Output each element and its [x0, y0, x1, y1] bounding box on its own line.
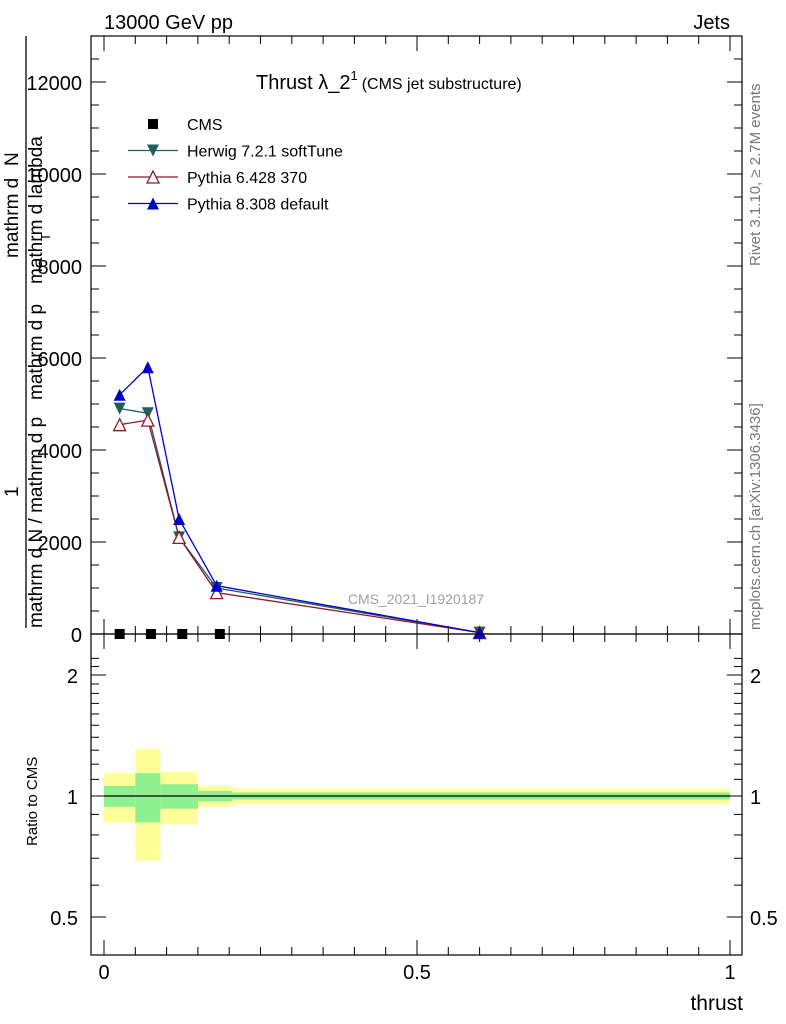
ratio-y-tick-label-right: 1 [750, 787, 761, 809]
main-y-tick-label: 6000 [38, 349, 83, 371]
main-y-tick-label: 4000 [38, 441, 83, 463]
subtitle-text: (CMS jet substructure) [362, 76, 522, 93]
ratio-panel: 0.5 0.51 12 2 0 0.5 1 Ratio to CMS thrust [24, 633, 778, 1015]
data-point-pythia-6-428-370 [112, 417, 127, 432]
ratio-x-tick-labels: 0 0.5 1 [98, 962, 735, 984]
main-ylabel: mathrm d N mathrm d lambda mathrm d p T … [2, 36, 53, 628]
header-jets: Jets [693, 12, 730, 34]
ylabel-num-n: N [2, 152, 23, 166]
data-point-pythia-8-308-default [141, 361, 154, 374]
data-point-herwig-7-2-1-softtune [113, 402, 126, 415]
title-superscript: 1 [350, 68, 357, 83]
data-point-pythia-8-308-default [473, 626, 486, 639]
rivet-label: Rivet 3.1.10, ≥ 2.7M events [747, 84, 764, 267]
legend-label: Herwig 7.2.1 softTune [187, 144, 343, 161]
legend-item-pythia-6-428-370: Pythia 6.428 370 [128, 169, 307, 187]
main-panel: 0 2000 4000 6000 8000 10000 12000 CMS_2021_I19… [26, 35, 743, 647]
main-y-tick-label: 2000 [38, 533, 83, 555]
legend-marker [148, 119, 158, 129]
svg-text:Thrust λ_21(CMS jet substructu: Thrust λ_21 (CMS jet substructure) [256, 68, 522, 94]
legend-marker [147, 197, 159, 210]
series-markers [112, 361, 487, 640]
legend-label: CMS [187, 117, 223, 134]
title-text: Thrust λ_2 [256, 72, 350, 94]
ratio-y-tick-label-right: 2 [750, 666, 761, 688]
main-y-tick-label: 10000 [26, 165, 82, 187]
watermark: CMS_2021_I1920187 [348, 591, 484, 607]
data-point-pythia-8-308-default [210, 579, 223, 592]
x-axis-label: thrust [690, 992, 743, 1015]
legend-label: Pythia 8.308 default [187, 197, 329, 214]
ratio-bands [104, 748, 730, 861]
ylabel-pt-sub: T [38, 233, 53, 241]
legend-item-cms: CMS [148, 117, 223, 134]
ylabel-mid: mathrm d lambda [26, 136, 47, 284]
legend: CMS Herwig 7.2.1 softTune Pythia 6.428 370… [128, 117, 343, 214]
ratio-inner-band [135, 773, 161, 823]
ylabel-num-mathrm: mathrm d [2, 178, 23, 258]
legend-label: Pythia 6.428 370 [187, 170, 307, 187]
ratio-y-tick-label: 2 [67, 666, 78, 688]
ratio-axis-ticks [91, 634, 742, 955]
header-energy: 13000 GeV pp [104, 12, 233, 34]
data-point-pythia-8-308-default [113, 388, 126, 401]
ylabel-one: 1 [2, 486, 23, 497]
ratio-y-tick-label: 1 [67, 787, 78, 809]
ratio-ylabel: Ratio to CMS [24, 757, 41, 846]
legend-item-pythia-8-308-default: Pythia 8.308 default [128, 197, 329, 214]
data-point-pythia-6-428-370 [209, 585, 224, 600]
mcplots-label: mcplots.cern.ch [arXiv:1306.3436] [747, 403, 764, 630]
legend-marker [147, 144, 159, 157]
x-tick-label: 1 [724, 962, 735, 984]
main-title: Thrust λ_21 (CMS jet substructure) [256, 68, 522, 94]
main-y-tick-labels: 0 2000 4000 6000 8000 10000 12000 [26, 73, 82, 647]
ratio-y-tick-label: 0.5 [50, 908, 78, 930]
ratio-y-tick-label-right: 0.5 [750, 908, 778, 930]
data-point-pythia-6-428-370 [172, 529, 187, 545]
legend-marker [145, 169, 161, 184]
ylabel-dp: mathrm d p [26, 304, 47, 400]
data-point-pythia-8-308-default [173, 513, 186, 525]
ylabel-denominator: mathrm d N / mathrm d p [26, 417, 47, 628]
ratio-y-tick-labels: 0.5 0.5 1 1 2 2 [50, 666, 778, 930]
main-y-tick-label: 0 [71, 625, 82, 647]
x-tick-label: 0 [98, 962, 109, 984]
legend-item-herwig-7-2-1-softtune: Herwig 7.2.1 softTune [128, 144, 343, 161]
data-point-pythia-6-428-370 [140, 412, 155, 427]
main-y-tick-label: 12000 [26, 73, 82, 95]
x-tick-label: 0.5 [403, 962, 431, 984]
main-y-tick-label: 8000 [38, 257, 83, 279]
